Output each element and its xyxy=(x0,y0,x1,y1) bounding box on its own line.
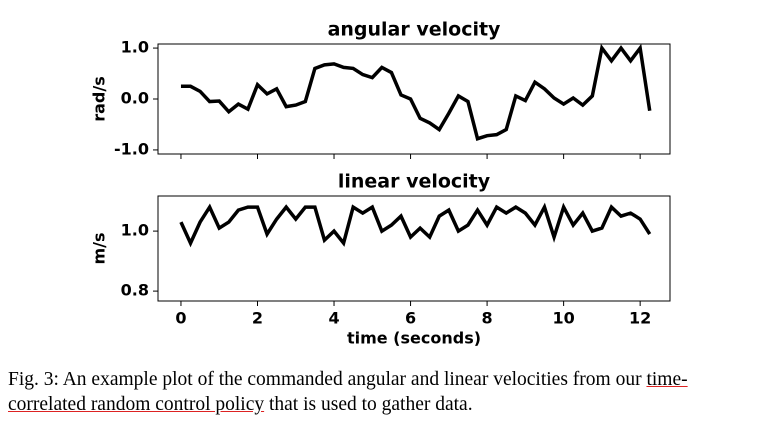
x-tick-label: 6 xyxy=(405,309,416,328)
y-tick-label: 1.0 xyxy=(121,38,149,57)
x-tick-label: 2 xyxy=(252,309,263,328)
data-line xyxy=(180,43,652,141)
plot-frame xyxy=(157,195,671,302)
caption: Fig. 3: An example plot of the commanded… xyxy=(8,367,758,417)
x-tick-label: 4 xyxy=(328,309,339,328)
chart-title: angular velocity xyxy=(328,19,501,41)
data-line xyxy=(179,202,652,248)
caption-underlined: time-correlated random control policy xyxy=(8,369,688,415)
x-tick-label: 8 xyxy=(482,309,493,328)
x-tick-label: 12 xyxy=(629,309,651,328)
figure: angular velocity -1.0 0.0 1.0 rad/s linear ve… xyxy=(90,19,671,348)
y-axis-label: rad/s xyxy=(90,76,109,122)
plot-frame xyxy=(157,43,671,155)
x-tick-label: 0 xyxy=(175,309,186,328)
x-axis-label: time (seconds) xyxy=(347,329,481,348)
caption-text: Fig. 3: An example plot of the commanded… xyxy=(8,369,647,390)
y-tick-label: -1.0 xyxy=(114,139,149,158)
caption-text: that is used to gather data. xyxy=(264,394,473,415)
y-axis-label: m/s xyxy=(90,232,109,264)
chart-title: linear velocity xyxy=(338,171,491,193)
x-tick-label: 10 xyxy=(552,309,574,328)
y-tick-label: 0.0 xyxy=(121,89,149,108)
y-tick-label: 0.8 xyxy=(121,281,149,300)
y-tick-label: 1.0 xyxy=(121,221,149,240)
